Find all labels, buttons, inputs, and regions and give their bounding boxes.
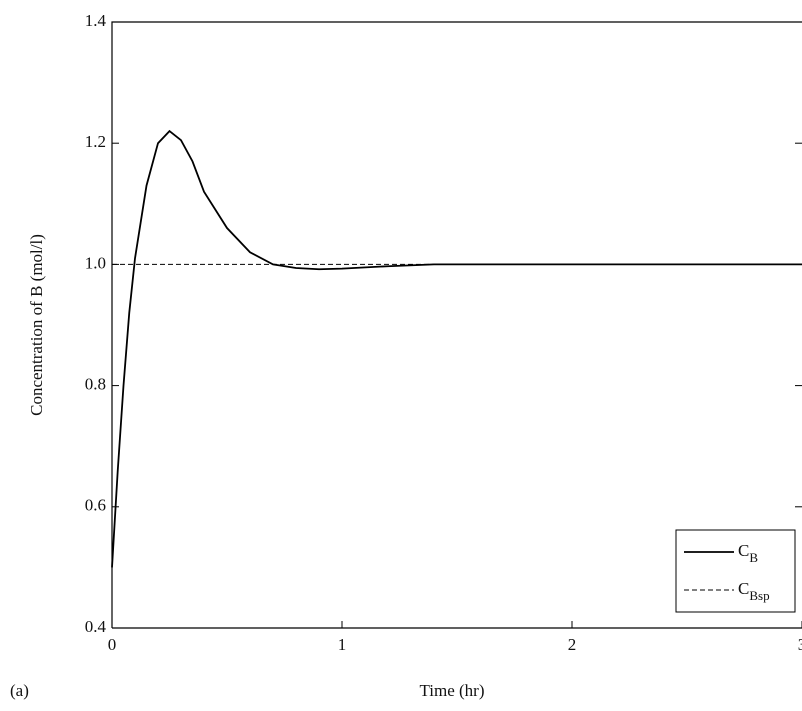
y-tick-label: 1.4 — [85, 11, 107, 30]
y-tick-label: 0.6 — [85, 496, 106, 515]
x-tick-label: 0 — [108, 635, 117, 654]
y-tick-label: 0.4 — [85, 617, 107, 636]
y-tick-label: 0.8 — [85, 375, 106, 394]
legend-label: CB — [738, 541, 758, 565]
x-tick-label: 1 — [338, 635, 347, 654]
x-tick-label: 3 — [798, 635, 802, 654]
y-tick-label: 1.0 — [85, 253, 106, 272]
series-line — [111, 129, 802, 568]
x-axis-label: Time (hr) — [419, 681, 484, 700]
legend-label: CBsp — [738, 579, 770, 603]
y-tick-label: 1.2 — [85, 132, 106, 151]
panel-label: (a) — [10, 681, 29, 700]
x-tick-label: 2 — [568, 635, 577, 654]
legend-box — [675, 529, 796, 613]
y-axis-label: Concentration of B (mol/l) — [27, 234, 46, 416]
